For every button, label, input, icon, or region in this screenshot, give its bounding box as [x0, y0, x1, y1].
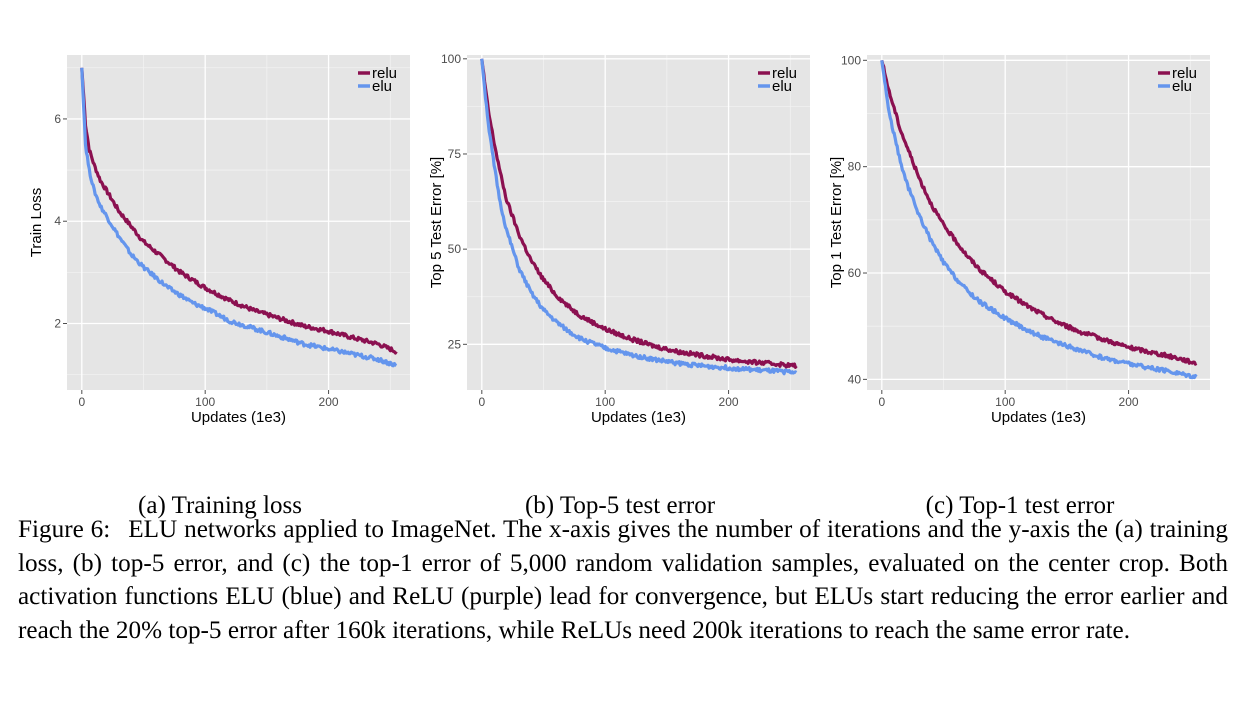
- x-tick-label: 100: [595, 395, 615, 409]
- y-axis-title: Top 5 Test Error [%]: [428, 157, 445, 288]
- x-axis-title: Updates (1e3): [991, 409, 1086, 426]
- series-line-elu: [880, 60, 1198, 380]
- chart-panel-top1-error: 0 100 200 40 60 80 100 relu elu Updates (1e3) Top …: [820, 50, 1220, 519]
- subfigure-caption-b: (b) Top-5 test error: [524, 492, 716, 519]
- y-axis-title: Top 1 Test Error [%]: [828, 157, 845, 288]
- y-tick-label: 60: [848, 266, 862, 280]
- x-tick-label: 200: [319, 395, 339, 409]
- x-axis-title: Updates (1e3): [191, 409, 286, 426]
- y-tick-label: 80: [848, 160, 862, 174]
- series-line-elu: [480, 58, 798, 376]
- series-line-elu: [80, 67, 398, 368]
- series-line-relu: [80, 67, 398, 355]
- figure-label: Figure 6:: [18, 516, 111, 543]
- plot-background: [467, 55, 810, 390]
- x-tick-label: 100: [195, 395, 215, 409]
- y-tick-label: 25: [448, 337, 462, 351]
- series-line-relu: [880, 59, 1198, 366]
- chart-panel-top5-error: 0 100 200 25 50 75 100 relu elu Updates (1e3) Top …: [420, 50, 820, 519]
- subfigure-caption-a: (a) Training loss: [138, 492, 302, 519]
- y-axis-title: Train Loss: [28, 188, 45, 257]
- y-tick-label: 2: [54, 317, 61, 331]
- x-tick-label: 0: [478, 395, 485, 409]
- y-tick-label: 100: [441, 52, 461, 66]
- figure-caption: Figure 6: ELU networks applied to ImageNe…: [18, 513, 1228, 647]
- subfigure-caption-c: (c) Top-1 test error: [925, 492, 1115, 519]
- plot-background: [867, 55, 1210, 390]
- y-tick-label: 100: [841, 53, 861, 67]
- y-tick-label: 40: [848, 372, 862, 386]
- legend-label-elu: elu: [1172, 78, 1192, 95]
- legend-label-relu: relu: [1172, 65, 1197, 82]
- legend-label-relu: relu: [372, 65, 397, 82]
- y-tick-label: 50: [448, 242, 462, 256]
- legend-label-elu: elu: [772, 78, 792, 95]
- legend-label-relu: relu: [772, 65, 797, 82]
- series-line-relu: [480, 58, 798, 369]
- x-tick-label: 200: [719, 395, 739, 409]
- plot-background: [67, 55, 410, 390]
- x-tick-label: 200: [1119, 395, 1139, 409]
- x-tick-label: 0: [878, 395, 885, 409]
- x-axis-title: Updates (1e3): [591, 409, 686, 426]
- y-tick-label: 75: [448, 147, 462, 161]
- x-tick-label: 0: [78, 395, 85, 409]
- x-tick-label: 100: [995, 395, 1015, 409]
- chart-panel-training-loss: 0 100 200 2 4 6 relu elu Updates (1e3) Train Loss…: [20, 50, 420, 519]
- y-tick-label: 6: [54, 112, 61, 126]
- legend-label-elu: elu: [372, 78, 392, 95]
- y-tick-label: 4: [54, 214, 61, 228]
- figure-caption-text: ELU networks applied to ImageNet. The x-…: [18, 516, 1228, 644]
